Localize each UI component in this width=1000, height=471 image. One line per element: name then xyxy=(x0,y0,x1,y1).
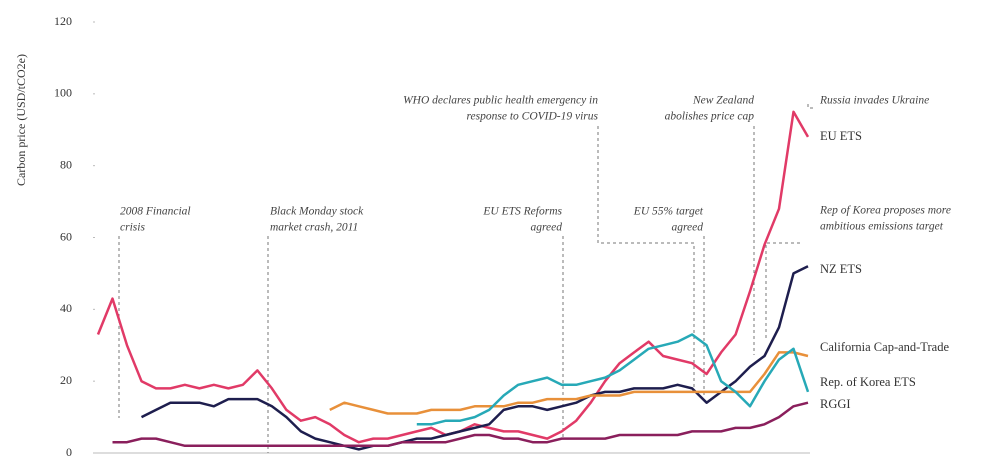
annotation: agreed xyxy=(671,222,703,234)
y-tick-label: 120 xyxy=(54,14,72,28)
annotation: Russia invades Ukraine xyxy=(819,95,929,107)
annotation: Rep of Korea proposes more xyxy=(819,205,951,217)
series-line xyxy=(112,401,809,448)
leader xyxy=(597,126,695,390)
leader xyxy=(765,242,800,340)
annotation: EU ETS Reforms xyxy=(482,206,562,218)
y-tick-label: 60 xyxy=(60,229,72,243)
annotation: New Zealand xyxy=(692,95,754,107)
y-tick-label: 40 xyxy=(60,301,72,315)
series-label: RGGI xyxy=(820,397,851,411)
annotation-leaders xyxy=(118,104,816,453)
annotation: Black Monday stock xyxy=(270,206,364,218)
series-line xyxy=(329,351,809,415)
series-label: EU ETS xyxy=(820,129,862,143)
annotation: agreed xyxy=(530,222,562,234)
series-label: California Cap-and-Trade xyxy=(820,340,949,354)
y-tick-label: 100 xyxy=(54,86,72,100)
series-line xyxy=(140,265,809,451)
annotation: abolishes price cap xyxy=(665,111,755,123)
series-line xyxy=(416,333,810,426)
y-tick-label: 20 xyxy=(60,373,72,387)
y-tick-label: 80 xyxy=(60,157,72,171)
y-tick-label: 0 xyxy=(66,445,72,459)
y-axis-label: Carbon price (USD/tCO2e) xyxy=(14,54,28,186)
annotation: 2008 Financial xyxy=(120,206,191,218)
annotation: ambitious emissions target xyxy=(820,221,944,233)
annotation: WHO declares public health emergency in xyxy=(403,95,598,107)
leader xyxy=(807,104,816,109)
series-label: NZ ETS xyxy=(820,262,862,276)
annotation: crisis xyxy=(120,222,145,234)
annotation: market crash, 2011 xyxy=(270,222,358,234)
annotation: EU 55% target xyxy=(633,206,704,218)
annotation: response to COVID-19 virus xyxy=(467,111,599,123)
series-label: Rep. of Korea ETS xyxy=(820,375,916,389)
